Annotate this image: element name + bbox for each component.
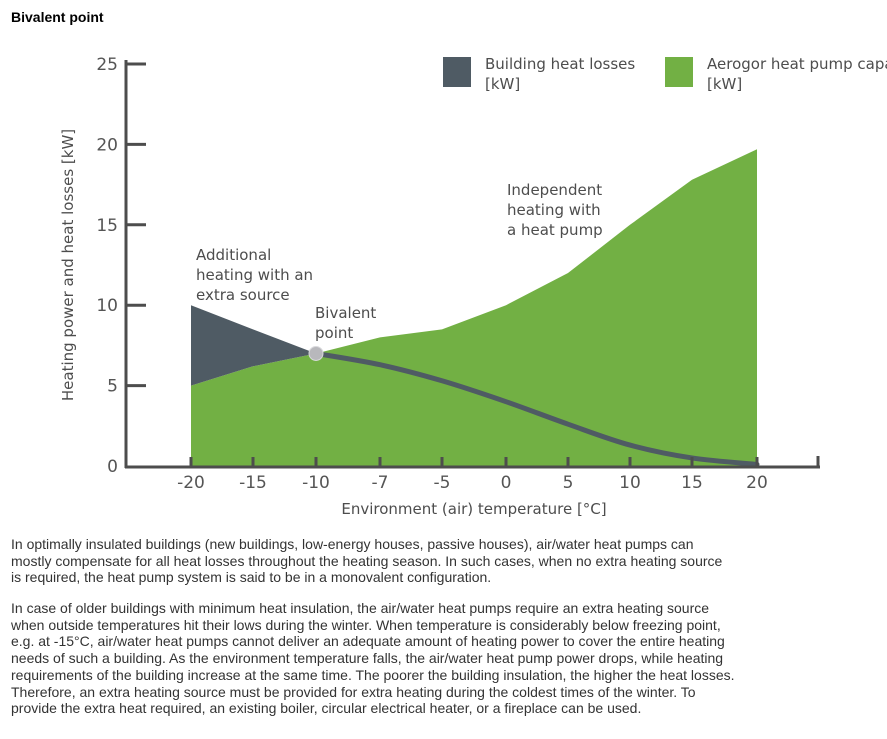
annotation-extra-source: Additional [196,246,271,264]
y-tick-label: 5 [107,377,118,397]
x-axis-label: Environment (air) temperature [°C] [341,500,606,518]
y-tick-label: 25 [96,55,118,75]
bivalent-point-marker [308,345,324,361]
legend-swatch [665,57,693,87]
x-tick-label: 15 [681,473,703,493]
y-tick-label: 0 [107,457,118,477]
bivalent-point-chart: 0 5 10 15 20 25 -20 -15 -10 -7 -5 0 5 10 15 20 Environme… [59,55,887,518]
legend-label: [kW] [707,75,742,93]
building-heat-losses-line [313,350,760,467]
y-tick-label: 15 [96,216,118,236]
area-layer [191,149,760,467]
x-tick-label: -20 [177,473,205,493]
extra-heating-area [191,305,316,386]
legend-swatch [443,57,471,87]
annotation-independent-heating: Independent [507,181,602,199]
x-tick-label: 20 [746,473,768,493]
annotation-extra-source: extra source [196,286,290,304]
y-tick-label: 10 [96,296,118,316]
y-tick-label: 20 [96,135,118,155]
annotation-independent-heating: heating with [507,201,601,219]
annotation-bivalent-point: Bivalent [315,304,376,322]
x-tick-label: 0 [501,473,512,493]
legend-label: Aerogor heat pump capacity [707,55,887,73]
paragraph-bivalent: In case of older buildings with minimum … [11,600,735,717]
x-tick-label: -5 [434,473,451,493]
legend-label: [kW] [485,75,520,93]
paragraph-monovalent: In optimally insulated buildings (new bu… [11,536,723,586]
x-tick-label: -7 [372,473,389,493]
legend-label: Building heat losses [485,55,635,73]
axis-layer [124,60,820,469]
x-tick-label: -15 [239,473,267,493]
heat-pump-capacity-area [191,149,757,466]
x-tick-label: 10 [619,473,641,493]
page-title: Bivalent point [11,9,104,25]
y-axis-label: Heating power and heat losses [kW] [59,129,77,401]
x-tick-label: -10 [302,473,330,493]
annotation-extra-source: heating with an [196,266,313,284]
text-layer: 0 5 10 15 20 25 -20 -15 -10 -7 -5 0 5 10 15 20 Environme… [59,55,887,518]
annotation-bivalent-point: point [315,324,353,342]
annotation-independent-heating: a heat pump [507,221,603,239]
x-tick-label: 5 [563,473,574,493]
